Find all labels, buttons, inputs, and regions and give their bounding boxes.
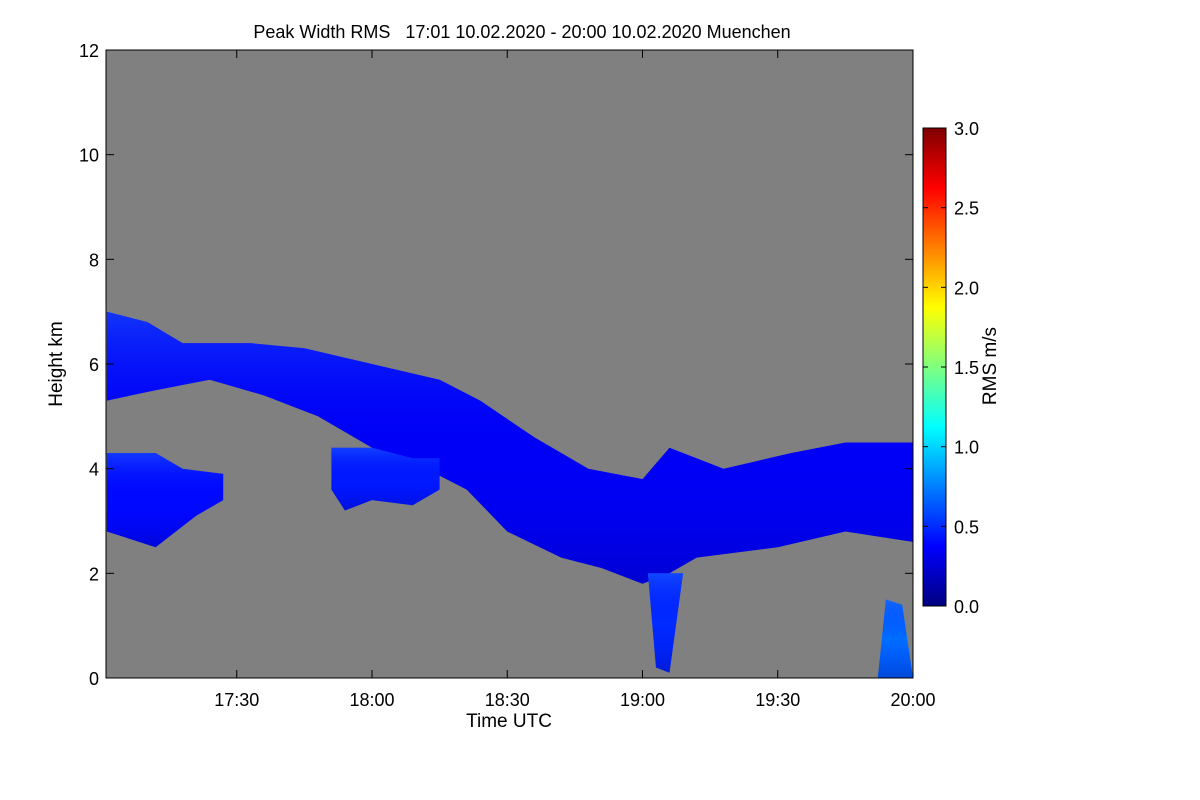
echo-texture-lower-cloud-layer [106,453,224,548]
y-tick-label: 0 [89,669,99,689]
x-axis: 17:30 18:00 18:30 19:00 19:30 20:00 [214,50,936,710]
y-tick-label: 4 [89,460,99,480]
colorbar: 0.0 0.5 1.0 1.5 2.0 2.5 3.0 RMS m/s [922,119,1001,617]
x-tick-label: 20:00 [890,690,935,710]
colorbar-ticks: 0.0 0.5 1.0 1.5 2.0 2.5 3.0 [923,119,979,617]
x-tick-label: 18:00 [349,690,394,710]
colorbar-tick-label: 0.5 [954,517,979,537]
x-axis-label: Time UTC [466,711,552,732]
x-tick-label: 19:30 [755,690,800,710]
echo-regions [106,311,913,678]
echo-texture-precip-shaft-1905 [647,573,684,673]
echo-texture-fall-streak [331,447,440,511]
y-axis: 0 2 4 6 8 10 12 [79,41,913,689]
colorbar-tick-label: 2.0 [954,278,979,298]
x-tick-label: 17:30 [214,690,259,710]
colorbar-tick-label: 2.5 [954,199,979,219]
colorbar-tick-label: 1.5 [954,358,979,378]
chart-title: Peak Width RMS 17:01 10.02.2020 - 20:00 … [253,22,790,42]
echo-texture-precip-shaft-2000 [877,599,913,678]
colorbar-label: RMS m/s [980,327,1001,405]
y-tick-label: 12 [79,41,99,61]
y-tick-label: 10 [79,146,99,166]
x-tick-label: 19:00 [620,690,665,710]
y-tick-label: 8 [89,250,99,270]
y-tick-label: 6 [89,355,99,375]
colorbar-tick-label: 1.0 [954,438,979,458]
colorbar-tick-label: 3.0 [954,119,979,139]
colorbar-tick-label: 0.0 [954,597,979,617]
y-axis-label: Height km [46,321,67,407]
echo-texture-upper-cloud-layer [106,311,913,584]
y-tick-label: 2 [89,564,99,584]
x-tick-label: 18:30 [485,690,530,710]
